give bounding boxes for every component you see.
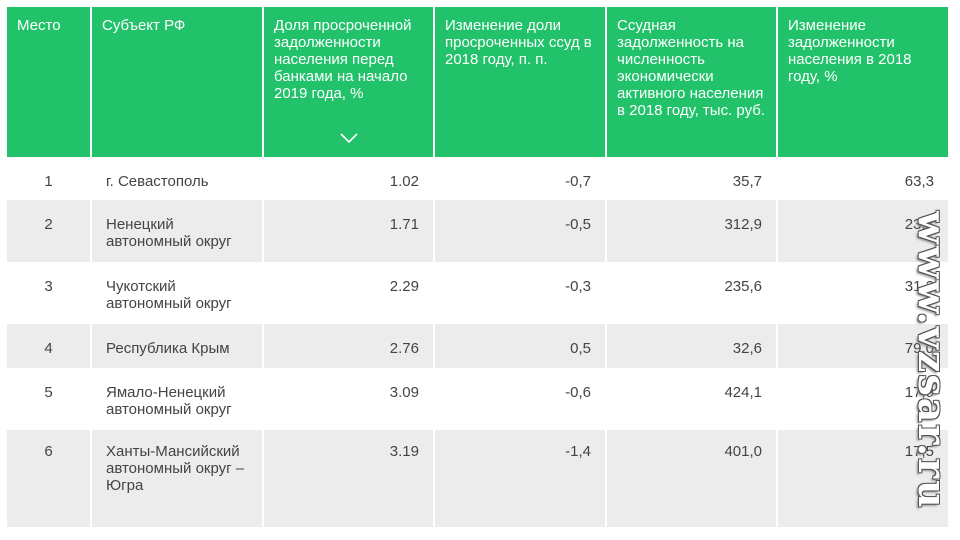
cell-overdue-change: 0,5: [433, 324, 606, 368]
header-rank[interactable]: Место: [7, 7, 91, 157]
cell-overdue-change: -1,4: [433, 430, 606, 527]
cell-overdue-change: -0,7: [433, 157, 606, 200]
table-row: 5 Ямало-Ненецкий автономный округ 3.09 -…: [7, 368, 948, 430]
header-overdue-change[interactable]: Изменение доли просроченных ссуд в 2018 …: [433, 7, 606, 157]
cell-overdue-change: -0,3: [433, 262, 606, 324]
header-overdue-share-label: Доля просроченной задолженности населени…: [274, 17, 412, 102]
header-debt-per-capita[interactable]: Ссудная задолженность на численность эко…: [605, 7, 777, 157]
cell-overdue-share: 3.09: [262, 368, 434, 430]
cell-debt-change: 79,0: [776, 324, 948, 368]
cell-debt-change: 17,9: [776, 368, 948, 430]
cell-debt-per-capita: 235,6: [605, 262, 777, 324]
cell-rank: 3: [7, 262, 91, 324]
cell-region: г. Севастополь: [90, 157, 263, 200]
header-overdue-share[interactable]: Доля просроченной задолженности населени…: [262, 7, 434, 157]
cell-debt-per-capita: 401,0: [605, 430, 777, 527]
cell-rank: 1: [7, 157, 91, 200]
table-row: 4 Республика Крым 2.76 0,5 32,6 79,0: [7, 324, 948, 368]
cell-rank: 4: [7, 324, 91, 368]
cell-debt-per-capita: 35,7: [605, 157, 777, 200]
rating-table: Место Субъект РФ Доля просроченной задол…: [7, 7, 948, 527]
cell-region: Республика Крым: [90, 324, 263, 368]
cell-overdue-share: 1.71: [262, 200, 434, 262]
cell-rank: 5: [7, 368, 91, 430]
header-region[interactable]: Субъект РФ: [90, 7, 263, 157]
cell-debt-change: 17,5: [776, 430, 948, 527]
cell-rank: 2: [7, 200, 91, 262]
cell-overdue-change: -0,5: [433, 200, 606, 262]
cell-debt-change: 63,3: [776, 157, 948, 200]
table-row: 6 Ханты-Мансийский автономный округ – Юг…: [7, 430, 948, 527]
cell-overdue-share: 2.29: [262, 262, 434, 324]
cell-debt-change: 31,2: [776, 262, 948, 324]
cell-debt-per-capita: 424,1: [605, 368, 777, 430]
table-row: 2 Ненецкий автономный округ 1.71 -0,5 31…: [7, 200, 948, 262]
cell-overdue-change: -0,6: [433, 368, 606, 430]
cell-region: Ханты-Мансийский автономный округ – Югра: [90, 430, 263, 527]
cell-overdue-share: 2.76: [262, 324, 434, 368]
cell-region: Ямало-Ненецкий автономный округ: [90, 368, 263, 430]
cell-overdue-share: 1.02: [262, 157, 434, 200]
table-row: 1 г. Севастополь 1.02 -0,7 35,7 63,3: [7, 157, 948, 200]
table-row: 3 Чукотский автономный округ 2.29 -0,3 2…: [7, 262, 948, 324]
cell-debt-change: 23,3: [776, 200, 948, 262]
cell-debt-per-capita: 32,6: [605, 324, 777, 368]
cell-region: Чукотский автономный округ: [90, 262, 263, 324]
cell-debt-per-capita: 312,9: [605, 200, 777, 262]
cell-rank: 6: [7, 430, 91, 527]
cell-overdue-share: 3.19: [262, 430, 434, 527]
cell-region: Ненецкий автономный округ: [90, 200, 263, 262]
header-debt-change[interactable]: Изменение задолженности населения в 2018…: [776, 7, 948, 157]
header-row: Место Субъект РФ Доля просроченной задол…: [7, 7, 948, 157]
chevron-down-icon[interactable]: [339, 133, 358, 143]
